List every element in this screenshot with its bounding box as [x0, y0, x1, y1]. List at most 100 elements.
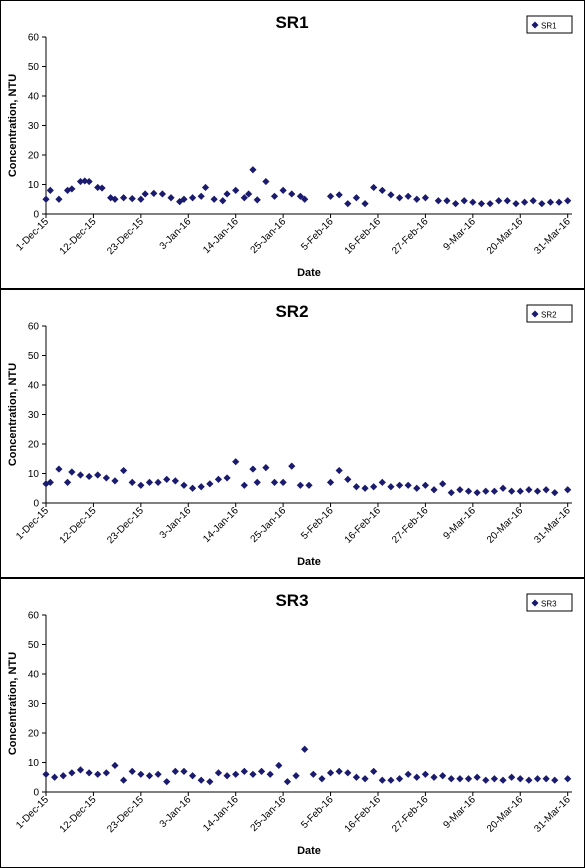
data-point-sr3 — [404, 770, 412, 778]
y-tick-label: 50 — [28, 62, 40, 73]
chart-title: SR2 — [275, 302, 308, 321]
data-point-sr1 — [503, 197, 511, 205]
data-point-sr2 — [508, 487, 516, 495]
data-point-sr1 — [158, 190, 167, 198]
data-point-sr3 — [249, 770, 257, 778]
data-point-sr1 — [219, 197, 227, 205]
data-point-sr1 — [538, 200, 546, 208]
data-point-sr2 — [464, 487, 473, 495]
y-tick-label: 20 — [28, 151, 40, 162]
data-point-sr1 — [520, 198, 529, 206]
data-point-sr2 — [240, 481, 248, 489]
data-point-sr3 — [292, 772, 300, 780]
data-point-sr3 — [473, 773, 481, 781]
data-point-sr1 — [413, 195, 421, 203]
data-point-sr3 — [335, 767, 343, 775]
data-point-sr2 — [171, 477, 179, 485]
chart-border — [0, 578, 585, 868]
data-point-sr1 — [141, 190, 149, 198]
data-point-sr1 — [210, 195, 218, 203]
data-point-sr1 — [352, 194, 361, 202]
data-point-sr3 — [154, 770, 162, 778]
data-point-sr3 — [430, 773, 438, 781]
data-point-sr3 — [94, 770, 102, 778]
data-point-sr1 — [434, 197, 442, 205]
data-point-sr3 — [439, 772, 447, 780]
legend-box — [526, 304, 573, 323]
y-tick-label: 30 — [28, 410, 40, 421]
data-point-sr3 — [395, 775, 404, 783]
data-point-sr3 — [42, 770, 50, 778]
data-point-sr2 — [296, 481, 304, 489]
data-point-sr3 — [387, 776, 395, 784]
legend-box — [526, 15, 573, 34]
data-point-sr1 — [288, 190, 296, 198]
data-point-sr3 — [197, 776, 205, 784]
data-point-sr1 — [245, 190, 253, 198]
data-point-sr2 — [223, 474, 231, 482]
data-point-sr2 — [42, 480, 50, 488]
y-tick-label: 0 — [33, 788, 39, 799]
data-point-sr1 — [94, 183, 102, 192]
data-point-sr2 — [232, 458, 240, 466]
chart-title: SR3 — [275, 591, 308, 610]
data-point-sr1 — [529, 197, 537, 205]
x-axis-label: Date — [297, 845, 321, 857]
data-point-sr1 — [128, 195, 136, 203]
data-point-sr1 — [137, 195, 145, 203]
data-point-sr2 — [102, 474, 110, 482]
data-point-sr3 — [214, 769, 223, 777]
data-point-sr2 — [288, 462, 296, 470]
y-tick-label: 60 — [28, 33, 40, 44]
x-axis-label: Date — [297, 267, 321, 279]
data-point-sr2 — [188, 484, 197, 492]
data-point-sr1 — [223, 190, 231, 198]
y-tick-label: 60 — [28, 611, 40, 622]
data-point-sr1 — [76, 177, 85, 186]
data-point-sr1 — [68, 185, 76, 193]
data-point-sr3 — [283, 778, 292, 786]
chart-panel-sr1: SR1 0 10 20 30 40 50 60 1-Dec-15 12-Dec-15 23-Dec-… — [0, 0, 585, 289]
data-point-sr2 — [180, 481, 188, 489]
data-point-sr2 — [456, 486, 464, 494]
data-point-sr1 — [512, 200, 520, 208]
data-point-sr2 — [378, 478, 386, 486]
data-point-sr3 — [111, 761, 119, 770]
data-point-sr2 — [137, 481, 145, 489]
data-point-sr3 — [352, 773, 361, 781]
data-point-sr1 — [46, 186, 54, 194]
y-axis-label: Concentration, NTU — [7, 363, 19, 466]
data-point-sr1 — [335, 191, 343, 199]
data-point-sr3 — [508, 773, 516, 781]
data-point-sr2 — [305, 481, 313, 489]
data-point-sr3 — [525, 776, 533, 784]
data-point-sr2 — [447, 489, 455, 497]
data-point-sr2 — [120, 466, 128, 475]
data-point-sr2 — [551, 489, 559, 497]
data-point-sr2 — [68, 468, 76, 476]
data-point-sr1 — [270, 192, 279, 200]
data-point-sr1 — [98, 184, 106, 192]
data-point-sr1 — [326, 192, 335, 200]
data-point-sr1 — [197, 192, 205, 200]
data-point-sr1 — [555, 198, 563, 206]
data-point-sr1 — [486, 200, 494, 208]
data-point-sr1 — [564, 197, 572, 205]
y-axis-label: Concentration, NTU — [7, 652, 19, 755]
chart-panel-sr2: SR2 0 10 20 30 40 50 60 1-Dec-15 12-Dec-15 23-Dec-… — [0, 289, 585, 578]
data-point-sr3 — [232, 770, 240, 778]
data-point-sr1 — [370, 183, 378, 192]
data-point-sr1 — [460, 197, 468, 205]
y-tick-label: 40 — [28, 381, 40, 392]
data-point-sr3 — [551, 776, 559, 784]
legend: SR3 — [526, 593, 573, 612]
legend: SR2 — [526, 304, 573, 323]
data-point-sr2 — [473, 489, 481, 497]
data-point-sr3 — [413, 773, 421, 781]
data-point-sr2 — [249, 465, 257, 473]
x-axis-label: Date — [297, 556, 321, 568]
data-point-sr2 — [55, 465, 63, 473]
y-tick-label: 40 — [28, 92, 40, 103]
